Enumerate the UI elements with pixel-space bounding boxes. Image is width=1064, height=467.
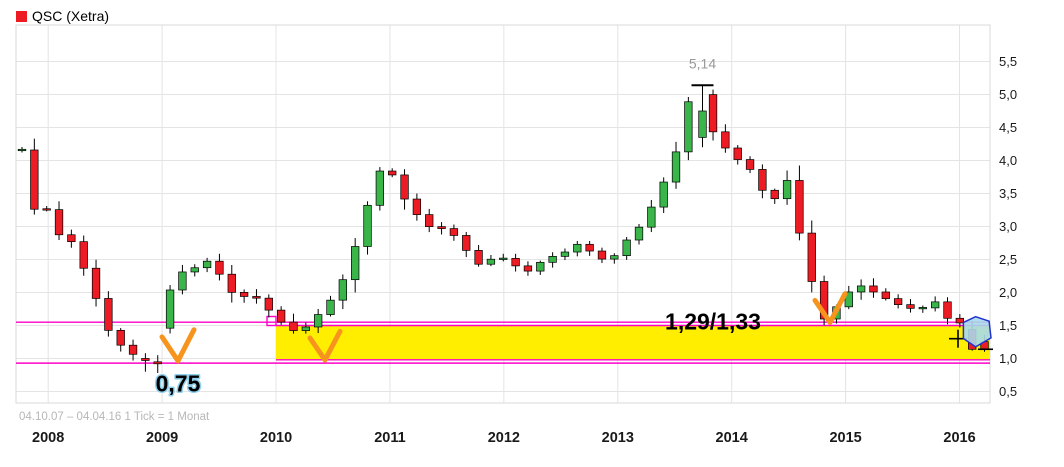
svg-text:2008: 2008 [32,430,64,446]
svg-text:2010: 2010 [260,430,292,446]
svg-text:2,0: 2,0 [999,285,1017,300]
svg-text:4,0: 4,0 [999,153,1017,168]
svg-text:1,29/1,33: 1,29/1,33 [665,308,761,334]
svg-text:2014: 2014 [716,430,748,446]
svg-text:2009: 2009 [146,430,178,446]
svg-text:2015: 2015 [829,430,861,446]
svg-text:2013: 2013 [602,430,634,446]
svg-text:2016: 2016 [943,430,975,446]
svg-text:2011: 2011 [374,430,405,446]
svg-text:2012: 2012 [488,430,520,446]
svg-text:3,0: 3,0 [999,219,1017,234]
svg-text:5,0: 5,0 [999,87,1017,102]
svg-text:4,5: 4,5 [999,120,1017,135]
svg-text:0,75: 0,75 [156,371,201,397]
svg-text:5,14: 5,14 [689,55,716,71]
svg-text:1,0: 1,0 [999,351,1017,366]
svg-text:5,5: 5,5 [999,54,1017,69]
svg-text:1,5: 1,5 [999,318,1017,333]
svg-text:QSC (Xetra): QSC (Xetra) [32,8,109,24]
svg-text:3,5: 3,5 [999,186,1017,201]
svg-text:2,5: 2,5 [999,252,1017,267]
svg-text:04.10.07 – 04.04.16 1 Tick =: 04.10.07 – 04.04.16 1 Tick = 1 Monat [19,411,210,423]
svg-text:0,5: 0,5 [999,384,1017,399]
